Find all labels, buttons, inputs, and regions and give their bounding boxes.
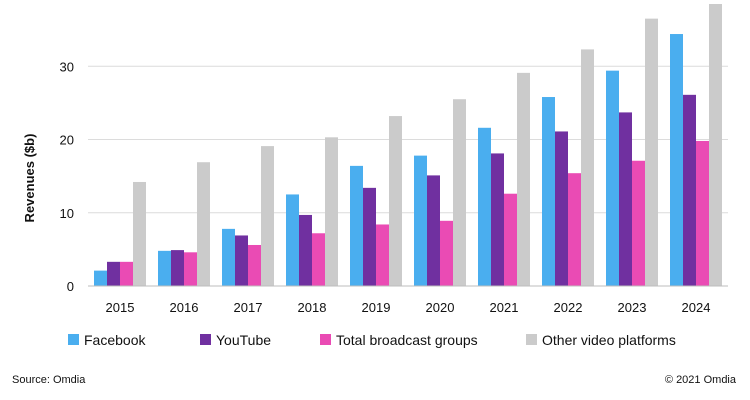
bar-other-video-platforms-2016 — [197, 162, 210, 286]
copyright-note: © 2021 Omdia — [664, 374, 736, 386]
bar-youtube-2023 — [619, 112, 632, 286]
bar-other-video-platforms-2024 — [709, 4, 722, 286]
bar-other-video-platforms-2020 — [453, 99, 466, 286]
bar-facebook-2017 — [222, 228, 235, 286]
bar-other-video-platforms-2021 — [517, 72, 530, 286]
legend: Facebook YouTube Total broadcast groups Oth… — [68, 332, 676, 348]
bar-facebook-2020 — [414, 155, 427, 286]
bar-total-broadcast-groups-2020 — [440, 220, 453, 286]
bar-youtube-2020 — [427, 175, 440, 286]
y-axis-title: Revenues ($b) — [22, 134, 37, 223]
x-axis-ticks: 2015 2016 2017 2018 2019 2020 2021 2022 2023 2024 — [106, 300, 711, 315]
legend-swatch — [526, 334, 537, 345]
x-tick-label: 2021 — [490, 300, 519, 315]
bar-youtube-2018 — [299, 214, 312, 286]
legend-label: Total broadcast groups — [336, 332, 478, 348]
bar-total-broadcast-groups-2016 — [184, 252, 197, 286]
bar-other-video-platforms-2023 — [645, 18, 658, 286]
x-tick-label: 2024 — [682, 300, 711, 315]
bar-facebook-2018 — [286, 194, 299, 286]
bar-other-video-platforms-2017 — [261, 146, 274, 286]
legend-swatch — [320, 334, 331, 345]
bar-total-broadcast-groups-2018 — [312, 233, 325, 286]
x-tick-label: 2017 — [234, 300, 263, 315]
bar-youtube-2017 — [235, 235, 248, 286]
bar-facebook-2019 — [350, 165, 363, 286]
bar-other-video-platforms-2018 — [325, 137, 338, 286]
bar-total-broadcast-groups-2021 — [504, 193, 517, 286]
x-tick-label: 2020 — [426, 300, 455, 315]
bar-other-video-platforms-2015 — [133, 181, 146, 286]
bar-youtube-2019 — [363, 187, 376, 286]
bar-facebook-2024 — [670, 34, 683, 286]
bar-youtube-2024 — [683, 94, 696, 286]
legend-label: Other video platforms — [542, 332, 676, 348]
y-tick-label: 30 — [60, 59, 74, 74]
y-tick-label: 0 — [67, 279, 74, 294]
bar-youtube-2021 — [491, 153, 504, 286]
bar-total-broadcast-groups-2022 — [568, 173, 581, 286]
y-tick-label: 10 — [60, 206, 74, 221]
bar-facebook-2015 — [94, 270, 107, 286]
x-tick-label: 2016 — [170, 300, 199, 315]
x-tick-label: 2019 — [362, 300, 391, 315]
bar-other-video-platforms-2022 — [581, 49, 594, 286]
legend-swatch — [68, 334, 79, 345]
y-axis-ticks: 0 10 20 30 — [60, 59, 74, 294]
y-tick-label: 20 — [60, 133, 74, 148]
x-tick-label: 2015 — [106, 300, 135, 315]
bars — [94, 4, 722, 287]
legend-swatch — [200, 334, 211, 345]
bar-youtube-2016 — [171, 250, 184, 286]
bar-facebook-2021 — [478, 127, 491, 286]
bar-total-broadcast-groups-2019 — [376, 224, 389, 286]
bar-total-broadcast-groups-2015 — [120, 261, 133, 286]
bar-other-video-platforms-2019 — [389, 116, 402, 286]
bar-youtube-2015 — [107, 261, 120, 286]
x-tick-label: 2023 — [618, 300, 647, 315]
bar-facebook-2023 — [606, 70, 619, 287]
bar-total-broadcast-groups-2017 — [248, 244, 261, 286]
bar-facebook-2022 — [542, 97, 555, 286]
legend-label: Facebook — [84, 332, 146, 348]
x-tick-label: 2018 — [298, 300, 327, 315]
bar-total-broadcast-groups-2024 — [696, 140, 709, 286]
x-tick-label: 2022 — [554, 300, 583, 315]
bar-total-broadcast-groups-2023 — [632, 160, 645, 286]
bar-youtube-2022 — [555, 131, 568, 286]
source-note: Source: Omdia — [12, 374, 86, 386]
bar-facebook-2016 — [158, 250, 171, 286]
legend-label: YouTube — [216, 332, 271, 348]
